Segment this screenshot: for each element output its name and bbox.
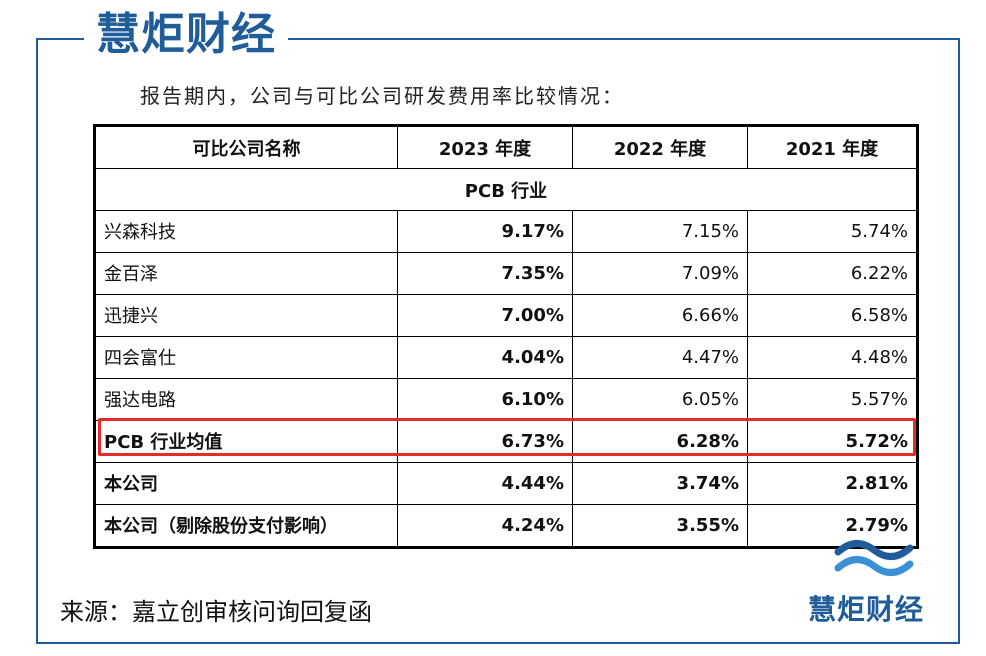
value-2022: 6.05%	[572, 377, 748, 421]
value-2023: 7.35%	[397, 251, 573, 295]
average-highlight-box	[98, 418, 916, 456]
table-row: 金百泽 7.35% 7.09% 6.22%	[94, 251, 918, 295]
value-2022: 4.47%	[572, 335, 748, 379]
company-adjusted-2021: 2.79%	[747, 503, 918, 549]
value-2021: 5.74%	[747, 210, 918, 253]
table-row: 强达电路 6.10% 6.05% 5.57%	[94, 377, 918, 421]
source-note: 来源：嘉立创审核问询回复函	[60, 598, 372, 626]
value-2021: 5.57%	[747, 377, 918, 421]
company-name: 金百泽	[94, 251, 398, 295]
brand-logo-text: 慧炬财经	[808, 593, 925, 626]
value-2023: 7.00%	[397, 293, 573, 337]
header-2021: 2021 年度	[747, 124, 918, 170]
company-row: 本公司 4.44% 3.74% 2.81%	[94, 461, 918, 505]
value-2021: 4.48%	[747, 335, 918, 379]
company-adjusted-label: 本公司（剔除股份支付影响）	[94, 503, 398, 549]
table-row: 迅捷兴 7.00% 6.66% 6.58%	[94, 293, 918, 337]
value-2022: 7.09%	[572, 251, 748, 295]
brand-logo-bottom: 慧炬财经	[808, 538, 948, 628]
section-label: PCB 行业	[94, 168, 918, 211]
intro-text: 报告期内，公司与可比公司研发费用率比较情况：	[140, 84, 624, 108]
table-header-row: 可比公司名称 2023 年度 2022 年度 2021 年度	[94, 124, 918, 170]
value-2023: 9.17%	[397, 210, 573, 253]
company-name: 兴森科技	[94, 210, 398, 253]
value-2022: 7.15%	[572, 210, 748, 253]
value-2023: 6.10%	[397, 377, 573, 421]
header-2022: 2022 年度	[572, 124, 748, 170]
wave-logo-icon	[834, 540, 914, 576]
table-row: 四会富仕 4.04% 4.47% 4.48%	[94, 335, 918, 379]
value-2021: 6.22%	[747, 251, 918, 295]
value-2022: 6.66%	[572, 293, 748, 337]
comparison-table: 可比公司名称 2023 年度 2022 年度 2021 年度 PCB 行业 兴森…	[93, 124, 919, 549]
company-adjusted-2023: 4.24%	[397, 503, 573, 549]
brand-logo: 慧炬财经	[84, 6, 288, 64]
company-adjusted-row: 本公司（剔除股份支付影响） 4.24% 3.55% 2.79%	[94, 503, 918, 549]
value-2023: 4.04%	[397, 335, 573, 379]
company-2022: 3.74%	[572, 461, 748, 505]
company-name: 四会富仕	[94, 335, 398, 379]
company-2023: 4.44%	[397, 461, 573, 505]
company-2021: 2.81%	[747, 461, 918, 505]
outer-frame	[36, 38, 960, 644]
company-name: 迅捷兴	[94, 293, 398, 337]
header-2023: 2023 年度	[397, 124, 573, 170]
company-adjusted-2022: 3.55%	[572, 503, 748, 549]
section-row: PCB 行业	[94, 168, 918, 211]
company-label: 本公司	[94, 461, 398, 505]
company-name: 强达电路	[94, 377, 398, 421]
header-company-name: 可比公司名称	[94, 124, 398, 170]
table-row: 兴森科技 9.17% 7.15% 5.74%	[94, 210, 918, 253]
value-2021: 6.58%	[747, 293, 918, 337]
